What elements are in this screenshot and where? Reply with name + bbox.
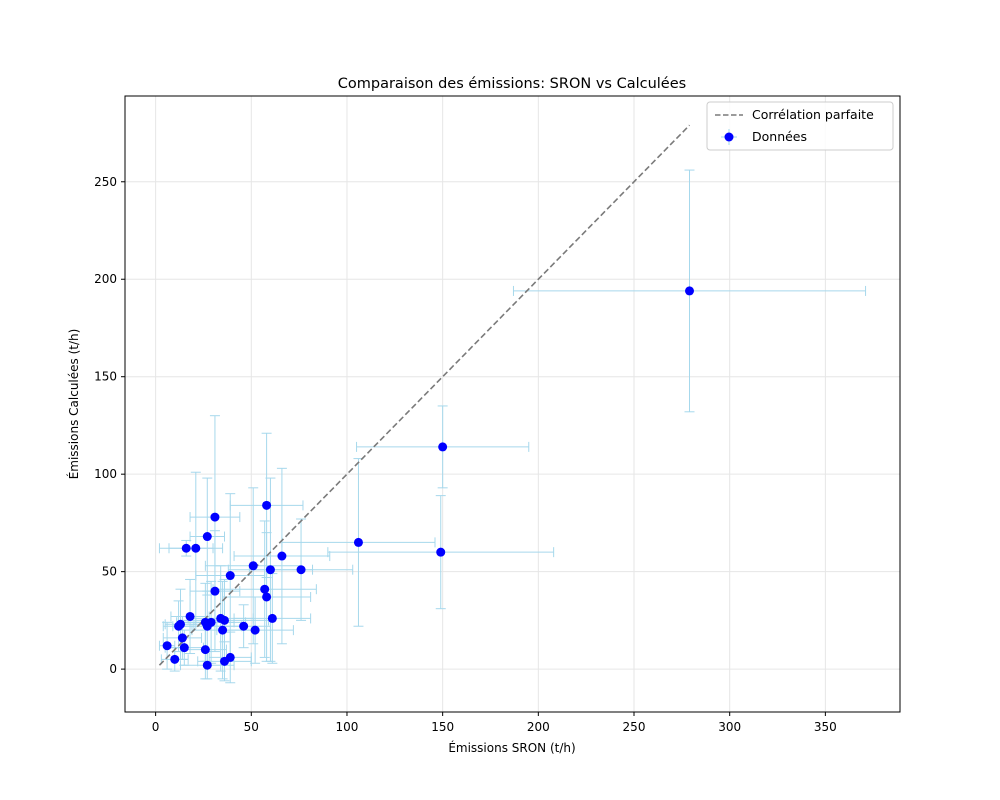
data-point (296, 565, 306, 575)
y-tick-label: 0 (109, 662, 117, 676)
data-point (353, 537, 363, 547)
plot-area (125, 96, 900, 712)
y-tick-label: 200 (94, 272, 117, 286)
y-axis-ticks: 0 50 100 150 200 250 (94, 175, 125, 676)
data-point (200, 617, 210, 627)
y-tick-label: 100 (94, 467, 117, 481)
data-point (262, 592, 272, 602)
data-point (250, 625, 260, 635)
x-tick-label: 350 (814, 720, 837, 734)
legend-reference-line-label: Corrélation parfaite (752, 107, 874, 122)
data-point (170, 654, 180, 664)
data-point (218, 625, 228, 635)
data-point (438, 442, 448, 452)
data-point (210, 586, 220, 596)
data-point (265, 565, 275, 575)
reference-line-group (158, 124, 691, 666)
data-point (239, 621, 249, 631)
y-tick-label: 50 (102, 565, 117, 579)
data-point (200, 645, 210, 655)
data-point (260, 584, 270, 594)
y-tick-label: 250 (94, 175, 117, 189)
plot-frame (124, 95, 901, 713)
data-point (685, 286, 695, 296)
x-tick-label: 250 (623, 720, 646, 734)
data-point (262, 500, 272, 510)
data-point (191, 543, 201, 553)
x-tick-label: 200 (527, 720, 550, 734)
data-point (174, 621, 184, 631)
data-point (185, 611, 195, 621)
x-tick-label: 300 (718, 720, 741, 734)
y-axis-label: Émissions Calculées (t/h) (66, 329, 81, 480)
legend: Corrélation parfaite Données (706, 101, 894, 151)
reference-line (158, 124, 691, 666)
legend-box (706, 101, 894, 151)
data-point (162, 641, 172, 651)
data-point (210, 512, 220, 522)
y-tick-label: 150 (94, 370, 117, 384)
chart-title: Comparaison des émissions: SRON vs Calcu… (338, 76, 686, 92)
data-point (202, 532, 212, 542)
data-point (220, 656, 230, 666)
data-point (436, 547, 446, 557)
x-tick-label: 50 (244, 720, 259, 734)
data-point (267, 613, 277, 623)
data-point (177, 633, 187, 643)
grid-lines (125, 96, 900, 712)
data-point (277, 551, 287, 561)
x-tick-label: 100 (336, 720, 359, 734)
x-tick-label: 150 (431, 720, 454, 734)
legend-marker-swatch (724, 132, 734, 142)
data-point (225, 571, 235, 581)
data-point (181, 543, 191, 553)
data-point (248, 561, 258, 571)
legend-data-label: Données (752, 129, 807, 144)
data-point (179, 643, 189, 653)
data-point (202, 660, 212, 670)
data-points (162, 286, 695, 670)
x-tick-label: 0 (152, 720, 160, 734)
data-point (216, 613, 226, 623)
x-axis-label: Émissions SRON (t/h) (448, 740, 575, 755)
x-axis-ticks: 0 50 100 150 200 250 300 350 (152, 712, 837, 734)
